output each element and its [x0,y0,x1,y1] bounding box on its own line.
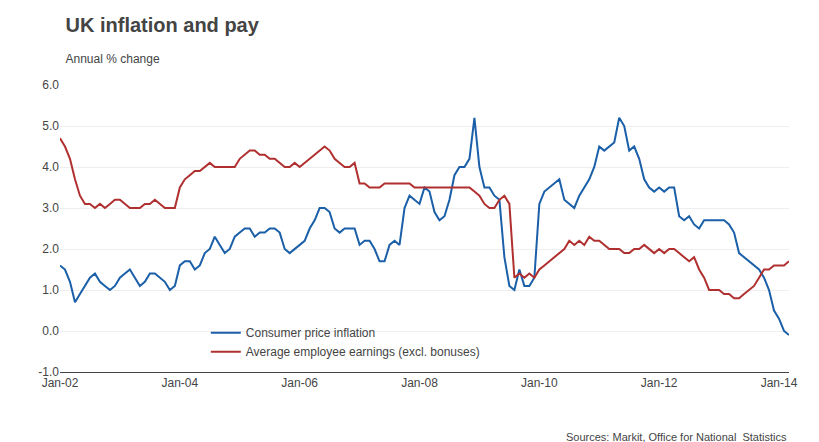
svg-text:6.0: 6.0 [42,78,59,92]
svg-text:4.0: 4.0 [42,160,59,174]
svg-text:Jan-04: Jan-04 [161,376,198,390]
svg-text:UK inflation and pay: UK inflation and pay [66,14,260,36]
svg-text:3.0: 3.0 [42,201,59,215]
svg-text:Average employee earnings (exc: Average employee earnings (excl. bonuses… [246,345,480,359]
svg-text:0.0: 0.0 [42,324,59,338]
svg-text:Sources: Markit, Office for Na: Sources: Markit, Office for National Sta… [566,431,787,442]
svg-text:5.0: 5.0 [42,119,59,133]
svg-text:-1.0: -1.0 [38,365,59,379]
svg-text:1.0: 1.0 [42,283,59,297]
svg-text:Consumer price inflation: Consumer price inflation [246,326,375,340]
svg-text:Jan-10: Jan-10 [521,376,558,390]
svg-text:Annual % change: Annual % change [66,52,160,66]
svg-text:Jan-12: Jan-12 [641,376,678,390]
svg-text:Jan-06: Jan-06 [281,376,318,390]
svg-text:Jan-14: Jan-14 [761,376,798,390]
svg-text:2.0: 2.0 [42,242,59,256]
svg-text:Jan-08: Jan-08 [401,376,438,390]
svg-text:Jan-02: Jan-02 [42,376,79,390]
